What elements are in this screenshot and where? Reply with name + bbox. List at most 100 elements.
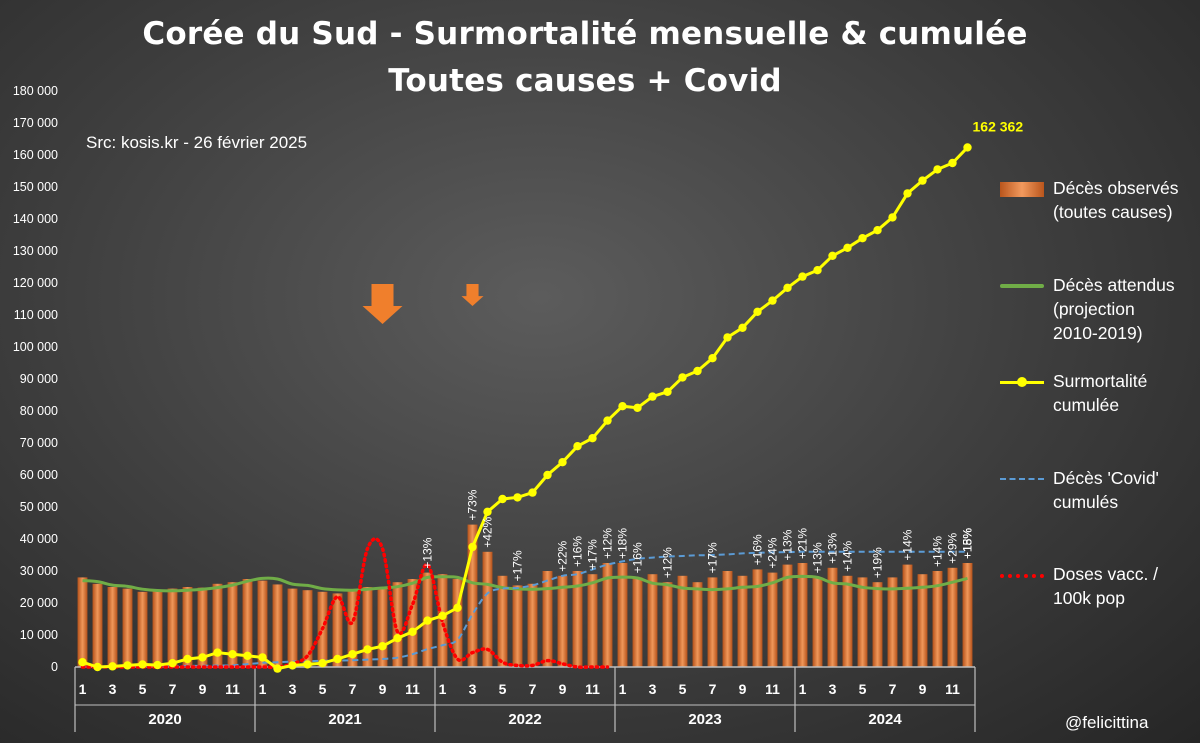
x-tick-label: 11 xyxy=(765,681,780,697)
down-arrow-icon xyxy=(461,284,484,306)
x-tick-label: 3 xyxy=(649,681,657,697)
x-tick-label: 11 xyxy=(945,681,960,697)
cumulative-point xyxy=(918,176,927,185)
excess-percent-label: +18% xyxy=(961,528,975,559)
y-tick-label: 0 xyxy=(51,660,58,674)
excess-percent-label: +14% xyxy=(931,536,945,567)
cumulative-point xyxy=(393,634,402,643)
cumulative-point xyxy=(948,158,957,168)
x-tick-label: 1 xyxy=(439,681,447,697)
bar xyxy=(917,574,928,667)
excess-percent-label: +13% xyxy=(811,542,825,573)
x-tick-label: 1 xyxy=(619,681,627,697)
excess-percent-label: +12% xyxy=(661,547,675,578)
legend-label-expected: Décès attendus (projection 2010-2019) xyxy=(1053,275,1175,343)
bar xyxy=(407,579,418,667)
x-tick-label: 11 xyxy=(585,681,600,697)
bar xyxy=(542,571,553,667)
x-tick-label: 11 xyxy=(225,681,240,697)
cumulative-point xyxy=(813,266,822,275)
bar xyxy=(257,580,268,667)
bar xyxy=(767,572,778,667)
author-credit: @felicittina xyxy=(1065,713,1149,732)
y-tick-label: 100 000 xyxy=(13,340,58,354)
x-tick-label: 5 xyxy=(139,681,147,697)
x-tick-label: 7 xyxy=(529,681,537,697)
legend-swatch-green-line-icon xyxy=(1000,284,1044,288)
excess-percent-label: +15% xyxy=(961,528,975,559)
cumulative-point xyxy=(108,662,117,671)
bar xyxy=(377,587,388,667)
cumulative-point xyxy=(423,616,432,625)
x-tick-label: 5 xyxy=(499,681,507,697)
cumulative-point xyxy=(348,650,357,659)
source-note: Src: kosis.kr - 26 février 2025 xyxy=(86,133,308,152)
bar xyxy=(167,588,178,667)
bar xyxy=(182,587,193,667)
bar xyxy=(662,582,673,667)
bar xyxy=(947,567,958,667)
y-tick-label: 130 000 xyxy=(13,244,58,258)
bar xyxy=(692,582,703,667)
bar xyxy=(122,588,133,667)
x-tick-label: 3 xyxy=(469,681,477,697)
x-tick-label: 7 xyxy=(349,681,357,697)
cumulative-point xyxy=(933,165,942,174)
cumulative-point xyxy=(513,493,522,502)
legend-swatch-yellow-marker-icon xyxy=(1017,377,1027,387)
bar xyxy=(497,575,508,667)
cumulative-point xyxy=(873,226,882,235)
x-tick-label: 9 xyxy=(739,681,747,697)
excess-percent-label: +16% xyxy=(571,536,585,567)
bar xyxy=(347,590,358,667)
excess-percent-label: +17% xyxy=(586,539,600,570)
cumulative-point xyxy=(648,392,657,401)
year-label: 2022 xyxy=(508,711,541,728)
x-tick-label: 5 xyxy=(319,681,327,697)
x-tick-label: 9 xyxy=(919,681,927,697)
bar xyxy=(107,587,118,667)
down-arrow-icon xyxy=(362,284,403,324)
cumulative-point xyxy=(183,654,192,664)
x-tick-label: 3 xyxy=(829,681,837,697)
excess-percent-label: +14% xyxy=(901,529,915,560)
cumulative-point xyxy=(633,403,642,412)
cumulative-point xyxy=(333,654,342,664)
bar xyxy=(92,583,103,667)
excess-percent-label: +17% xyxy=(511,550,525,581)
cumulative-point xyxy=(963,143,972,152)
cumulative-point xyxy=(168,658,177,668)
y-tick-label: 60 000 xyxy=(20,468,58,482)
cumulative-point xyxy=(603,416,612,425)
x-tick-label: 1 xyxy=(79,681,87,697)
bar xyxy=(272,584,283,667)
bar xyxy=(242,579,253,667)
y-tick-label: 90 000 xyxy=(20,372,58,386)
cumulative-point xyxy=(768,296,777,305)
bar xyxy=(392,582,403,667)
cumulative-point xyxy=(438,611,447,620)
bar xyxy=(287,588,298,667)
y-tick-label: 180 000 xyxy=(13,84,58,98)
bar xyxy=(332,593,343,667)
cumulative-point xyxy=(273,664,282,673)
x-tick-label: 5 xyxy=(859,681,867,697)
bar xyxy=(137,591,148,667)
year-label: 2024 xyxy=(868,711,902,728)
legend-label-observed: Décès observés (toutes causes) xyxy=(1053,178,1179,222)
cumulative-point xyxy=(213,648,222,657)
y-tick-label: 120 000 xyxy=(13,276,58,290)
bar xyxy=(452,579,463,667)
excess-percent-label: +13% xyxy=(781,529,795,560)
cumulative-point xyxy=(243,651,252,660)
cumulative-point xyxy=(528,488,537,497)
bar xyxy=(197,587,208,667)
cumulative-point xyxy=(483,507,492,516)
bar xyxy=(707,577,718,667)
cumulative-point xyxy=(678,373,687,382)
cumulative-point xyxy=(753,307,762,316)
cumulative-point xyxy=(93,662,102,672)
cumulative-point xyxy=(303,660,312,669)
y-tick-label: 140 000 xyxy=(13,212,58,226)
